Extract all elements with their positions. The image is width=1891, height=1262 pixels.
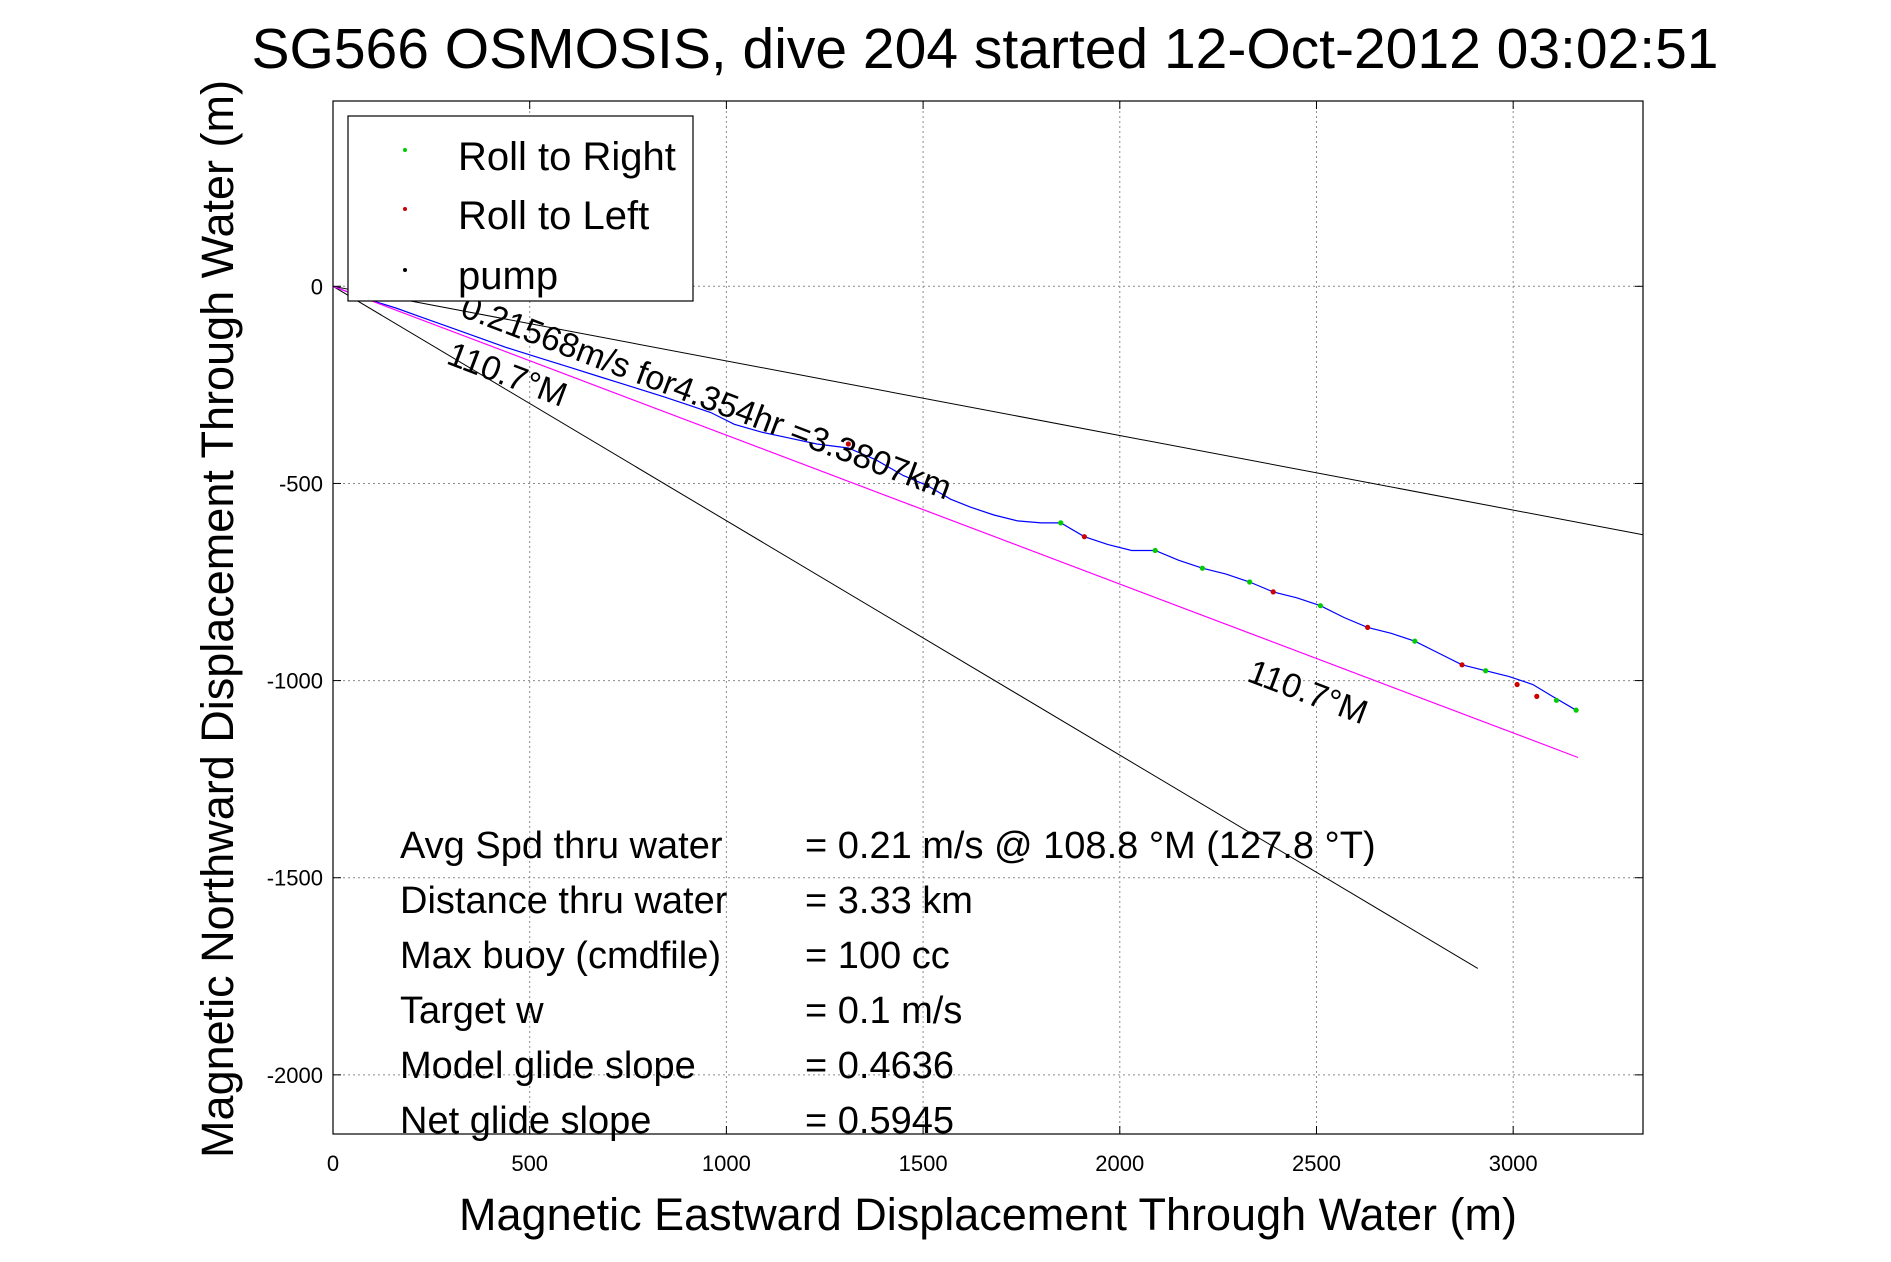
x-tick-label: 0 <box>327 1151 339 1176</box>
stat-label: Max buoy (cmdfile) <box>400 935 721 977</box>
x-ticks: 0 500 1000 1500 2000 2500 3000 <box>327 101 1538 1176</box>
y-tick-label: -1000 <box>267 669 323 694</box>
stat-label: Distance thru water <box>400 880 728 922</box>
x-tick-label: 500 <box>511 1151 548 1176</box>
stat-value: = 3.33 km <box>805 880 973 922</box>
roll-left-marker <box>845 441 851 447</box>
x-axis-label: Magnetic Eastward Displacement Through W… <box>459 1189 1517 1240</box>
x-tick-label: 3000 <box>1489 1151 1538 1176</box>
legend-label-roll-left: Roll to Left <box>458 194 649 238</box>
legend-marker-roll-left <box>403 207 407 211</box>
stat-value: = 0.5945 <box>805 1100 954 1142</box>
series-line <box>332 285 1577 711</box>
legend-marker-pump <box>403 268 407 272</box>
bounding-line <box>332 285 1644 536</box>
roll-right-marker <box>1483 668 1489 674</box>
legend: Roll to Right Roll to Left pump <box>347 115 694 302</box>
roll-left-marker <box>1270 589 1276 595</box>
stat-value: = 0.21 m/s @ 108.8 °M (127.8 °T) <box>805 825 1376 867</box>
stat-value: = 0.1 m/s <box>805 990 962 1032</box>
plot-frame <box>332 100 1644 1135</box>
y-tick-label: -500 <box>279 471 323 496</box>
markers <box>845 441 1579 713</box>
x-tick-label: 1000 <box>702 1151 751 1176</box>
roll-left-marker <box>1365 624 1371 630</box>
stat-label: Avg Spd thru water <box>400 825 723 867</box>
y-tick-label: -2000 <box>267 1063 323 1088</box>
series-line <box>332 285 1579 759</box>
chart-title: SG566 OSMOSIS, dive 204 started 12-Oct-2… <box>252 17 1719 81</box>
legend-marker-roll-right <box>403 148 407 152</box>
y-tick-label: 0 <box>311 274 323 299</box>
y-axis-label: Magnetic Northward Displacement Through … <box>192 80 243 1158</box>
x-tick-label: 2000 <box>1095 1151 1144 1176</box>
roll-right-marker <box>1247 579 1253 585</box>
roll-right-marker <box>1317 603 1324 609</box>
roll-right-marker <box>1058 520 1064 526</box>
bounding-line <box>332 285 1479 969</box>
y-ticks: 0 -500 -1000 -1500 -2000 <box>267 274 1643 1088</box>
stat-value: = 100 cc <box>805 935 950 977</box>
roll-right-marker <box>1152 547 1158 554</box>
pump-marker <box>924 482 930 489</box>
x-tick-label: 1500 <box>899 1151 948 1176</box>
stats-block: Avg Spd thru water = 0.21 m/s @ 108.8 °M… <box>400 825 1376 1142</box>
stat-value: = 0.4636 <box>805 1045 954 1087</box>
roll-right-marker <box>1553 697 1560 703</box>
legend-label-roll-right: Roll to Right <box>458 135 676 179</box>
bounding-lines <box>332 285 1644 969</box>
stat-label: Model glide slope <box>400 1045 696 1087</box>
roll-left-marker <box>1534 693 1540 699</box>
y-tick-label: -1500 <box>267 866 323 891</box>
roll-right-marker <box>1573 707 1579 713</box>
stat-label: Target w <box>400 990 544 1032</box>
stat-label: Net glide slope <box>400 1100 651 1142</box>
legend-label-pump: pump <box>458 254 558 298</box>
series-lines <box>332 285 1579 759</box>
roll-left-marker <box>1514 681 1520 688</box>
roll-left-marker <box>1459 662 1465 668</box>
roll-right-marker <box>1412 638 1418 644</box>
roll-right-marker <box>1199 565 1205 571</box>
roll-left-marker <box>1081 534 1087 540</box>
x-tick-label: 2500 <box>1292 1151 1341 1176</box>
